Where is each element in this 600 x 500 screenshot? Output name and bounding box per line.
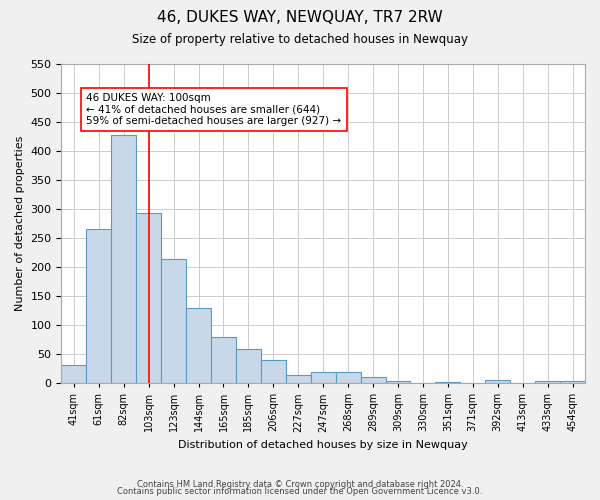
Text: 46, DUKES WAY, NEWQUAY, TR7 2RW: 46, DUKES WAY, NEWQUAY, TR7 2RW [157,10,443,25]
Bar [211,338,236,383]
Text: Contains HM Land Registry data © Crown copyright and database right 2024.: Contains HM Land Registry data © Crown c… [137,480,463,489]
Bar [261,360,286,383]
Bar [436,382,460,383]
Bar [111,135,136,383]
Bar [361,378,386,383]
Text: 46 DUKES WAY: 100sqm
← 41% of detached houses are smaller (644)
59% of semi-deta: 46 DUKES WAY: 100sqm ← 41% of detached h… [86,93,341,126]
Bar [311,372,335,383]
Text: Contains public sector information licensed under the Open Government Licence v3: Contains public sector information licen… [118,487,482,496]
Bar [61,364,86,383]
Text: Size of property relative to detached houses in Newquay: Size of property relative to detached ho… [132,32,468,46]
Bar [286,375,311,383]
Bar [386,382,410,383]
Bar [86,230,111,383]
X-axis label: Distribution of detached houses by size in Newquay: Distribution of detached houses by size … [178,440,468,450]
Y-axis label: Number of detached properties: Number of detached properties [15,136,25,312]
Bar [236,349,261,383]
Bar [186,308,211,383]
Bar [161,259,186,383]
Bar [485,380,510,383]
Bar [136,213,161,383]
Bar [560,381,585,383]
Bar [335,372,361,383]
Bar [535,381,560,383]
